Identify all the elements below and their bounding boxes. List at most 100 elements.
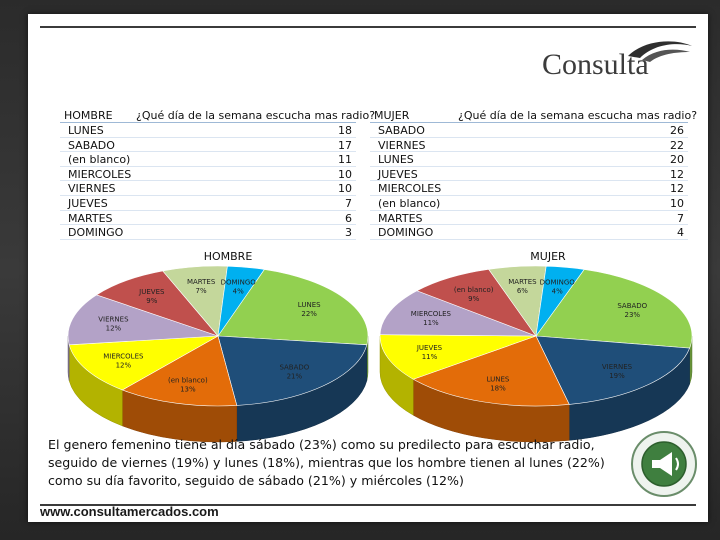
table-row: MIERCOLES 12 — [370, 181, 688, 196]
slice-label: (en blanco) — [454, 286, 494, 294]
slice-label: LUNES — [487, 375, 510, 383]
row-value: 4 — [677, 226, 684, 240]
seal-icon — [631, 431, 697, 497]
slice-label: MIERCOLES — [103, 352, 144, 360]
table-row: VIERNES 10 — [60, 181, 356, 196]
swirl-icon — [628, 41, 692, 62]
row-label: MIERCOLES — [378, 182, 442, 196]
table-row: MARTES 7 — [370, 211, 688, 226]
row-value: 10 — [338, 182, 352, 196]
pie-slice — [379, 290, 537, 337]
table-gender-label: MUJER — [374, 109, 410, 122]
website-url: www.consultamercados.com — [40, 504, 219, 519]
row-label: DOMINGO — [378, 226, 434, 240]
pie-slice — [67, 294, 219, 346]
slice-percent: 9% — [146, 297, 157, 305]
row-label: VIERNES — [378, 138, 426, 152]
chart-title: HOMBRE — [204, 250, 253, 263]
slice-percent: 21% — [287, 373, 303, 381]
slice-percent: 7% — [196, 287, 207, 295]
pie-slice — [535, 265, 585, 337]
row-value: 10 — [338, 167, 352, 181]
row-label: (en blanco) — [68, 153, 131, 167]
table-mujer: MUJER ¿Qué día de la semana escucha mas … — [370, 108, 697, 240]
slice-label: DOMINGO — [221, 278, 257, 286]
table-row: JUEVES 12 — [370, 167, 688, 182]
slice-percent: 13% — [180, 385, 196, 393]
table-row: (en blanco) 10 — [370, 196, 688, 211]
row-label: MARTES — [378, 211, 423, 225]
row-label: DOMINGO — [68, 226, 124, 240]
table-row: DOMINGO 3 — [60, 225, 356, 240]
row-label: JUEVES — [68, 196, 108, 210]
table-row: DOMINGO 4 — [370, 225, 688, 240]
row-value: 12 — [670, 182, 684, 196]
table-question: ¿Qué día de la semana escucha mas radio? — [136, 109, 376, 122]
pie-chart-mujer: SABADO23%VIERNES19%LUNES18%JUEVES11%MIER… — [379, 250, 693, 443]
bottom-divider — [40, 504, 696, 506]
table-row: VIERNES 22 — [370, 138, 688, 153]
slice-label: MARTES — [187, 278, 216, 286]
table-header: MUJER ¿Qué día de la semana escucha mas … — [370, 108, 697, 123]
slice-label: SABADO — [279, 364, 309, 372]
row-label: JUEVES — [378, 167, 418, 181]
slice-percent: 11% — [422, 353, 438, 361]
slice-percent: 23% — [624, 311, 640, 319]
slice-percent: 4% — [552, 288, 563, 296]
pie-slice — [68, 335, 219, 391]
table-row: LUNES 18 — [60, 123, 356, 138]
pie-slice — [412, 335, 570, 407]
slice-label: VIERNES — [602, 363, 633, 371]
row-value: 10 — [670, 196, 684, 210]
row-label: SABADO — [378, 124, 425, 137]
pie-slice — [217, 269, 369, 346]
slice-percent: 11% — [423, 319, 439, 327]
table-header: HOMBRE ¿Qué día de la semana escucha mas… — [60, 108, 375, 123]
chart-title: MUJER — [530, 250, 566, 263]
table-row: SABADO 26 — [370, 123, 688, 138]
slice-label: DOMINGO — [540, 279, 576, 287]
slice-label: MARTES — [508, 278, 537, 286]
slice-percent: 12% — [106, 324, 122, 332]
row-value: 22 — [670, 138, 684, 152]
row-value: 18 — [338, 124, 352, 137]
table-hombre: HOMBRE ¿Qué día de la semana escucha mas… — [60, 108, 375, 240]
row-label: (en blanco) — [378, 196, 441, 210]
pie-slice — [217, 335, 368, 406]
row-value: 17 — [338, 138, 352, 152]
row-label: VIERNES — [68, 182, 116, 196]
row-value: 6 — [345, 211, 352, 225]
top-divider — [40, 26, 696, 28]
slice-percent: 6% — [517, 287, 528, 295]
row-value: 20 — [670, 153, 684, 167]
row-label: LUNES — [68, 124, 104, 137]
row-value: 11 — [338, 153, 352, 167]
slice-label: MIERCOLES — [411, 310, 452, 318]
slice-percent: 4% — [233, 287, 244, 295]
row-value: 7 — [677, 211, 684, 225]
brand-logo: Consulta — [528, 36, 698, 86]
table-row: SABADO 17 — [60, 138, 356, 153]
slice-percent: 22% — [301, 310, 317, 318]
pie-slice — [379, 334, 537, 380]
slice-label: (en blanco) — [168, 376, 208, 384]
row-label: LUNES — [378, 153, 414, 167]
slice-label: LUNES — [298, 301, 321, 309]
pie-slice — [121, 335, 238, 407]
slice-label: JUEVES — [138, 288, 165, 296]
row-value: 3 — [345, 226, 352, 240]
slice-percent: 18% — [490, 384, 506, 392]
row-label: MIERCOLES — [68, 167, 132, 181]
table-row: LUNES 20 — [370, 152, 688, 167]
row-value: 12 — [670, 167, 684, 181]
table-row: (en blanco) 11 — [60, 152, 356, 167]
pie-slice — [416, 268, 537, 337]
table-row: JUEVES 7 — [60, 196, 356, 211]
pie-slice — [95, 270, 219, 337]
row-label: MARTES — [68, 211, 113, 225]
pie-slice — [535, 335, 691, 405]
row-label: SABADO — [68, 138, 115, 152]
table-question: ¿Qué día de la semana escucha mas radio? — [458, 109, 698, 122]
slice-label: SABADO — [617, 302, 647, 310]
row-value: 26 — [670, 124, 684, 137]
